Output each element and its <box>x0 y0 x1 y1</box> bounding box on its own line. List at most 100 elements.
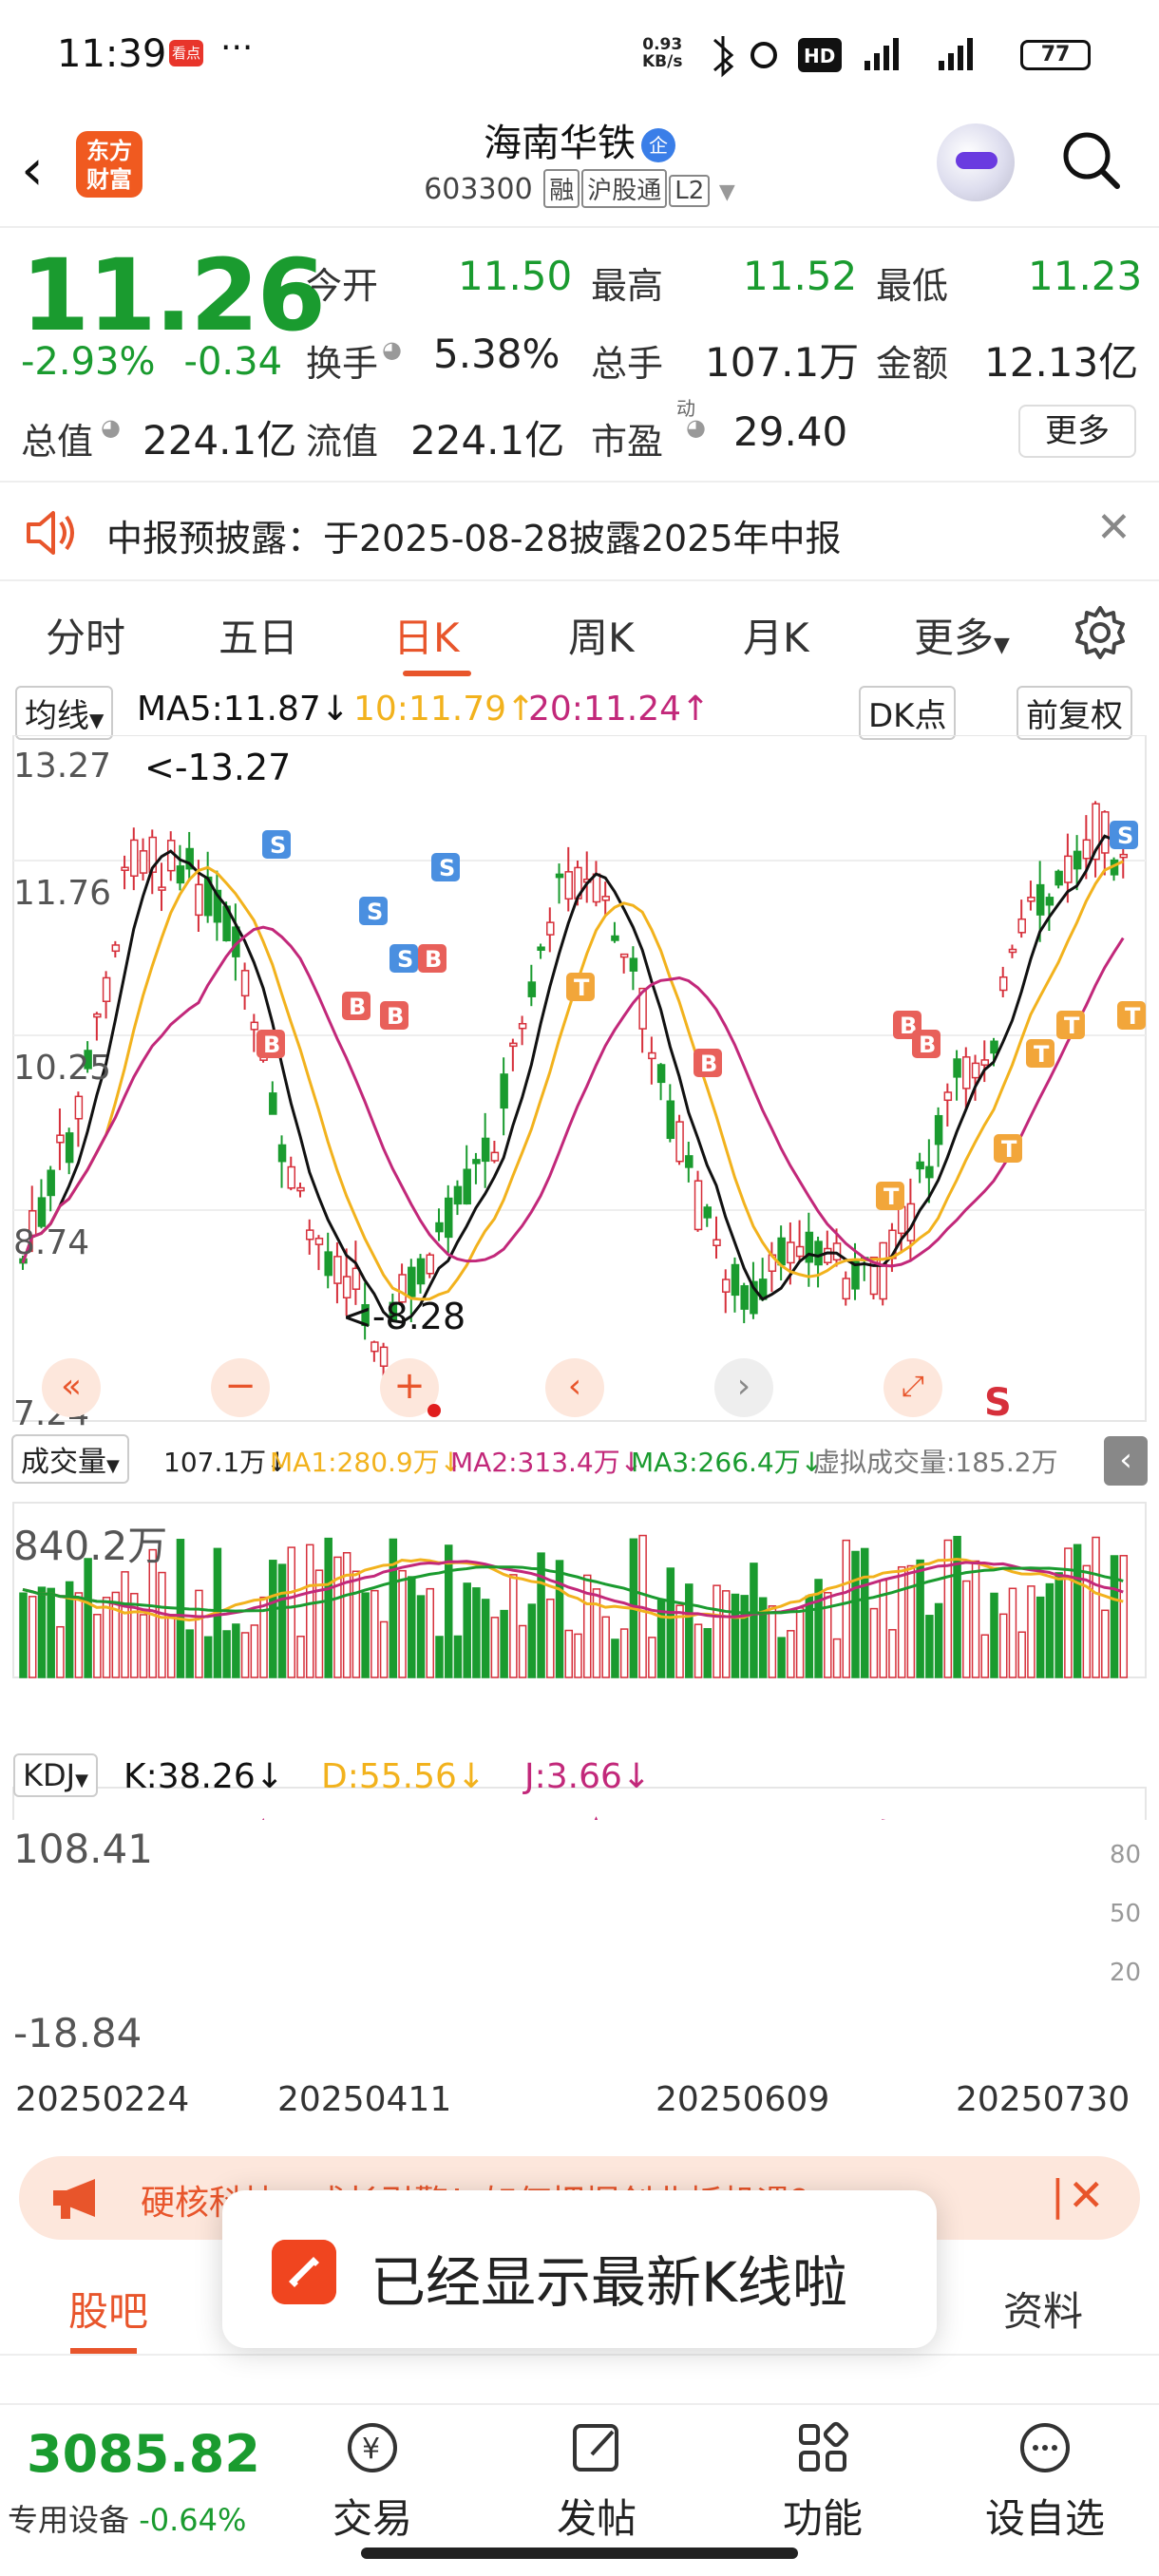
volume-bar <box>740 1595 749 1678</box>
zoom-in-icon[interactable]: + <box>380 1358 439 1417</box>
zoom-out-icon[interactable]: − <box>211 1358 270 1417</box>
candle-body <box>324 1251 332 1277</box>
back-icon[interactable]: ‹ <box>21 137 44 203</box>
dk-point-button[interactable]: DK点 <box>859 686 957 740</box>
tab-daily-k[interactable]: 日K <box>393 615 460 661</box>
candle-body <box>361 1304 370 1327</box>
search-icon[interactable] <box>1058 127 1123 192</box>
candle-body <box>962 1056 971 1089</box>
scroll-right-icon[interactable]: › <box>714 1358 773 1417</box>
more-button[interactable]: 更多 <box>1018 405 1136 458</box>
volume-selector[interactable]: 成交量▼ <box>11 1434 129 1484</box>
candle-body <box>656 1064 666 1084</box>
volume-bar <box>851 1550 860 1678</box>
candle-body <box>102 976 111 1002</box>
volume-bar <box>1027 1585 1036 1678</box>
candle-body <box>121 866 129 871</box>
home-indicator[interactable] <box>361 2548 798 2559</box>
nav-trade[interactable]: ¥ 交易 <box>296 2418 448 2545</box>
volume-bar <box>685 1583 694 1678</box>
candle-body <box>74 1095 84 1120</box>
y-label-4: 8.74 <box>13 1223 90 1262</box>
candle-body <box>287 1165 296 1189</box>
volume-bar <box>1119 1555 1129 1678</box>
volume-bar <box>352 1570 361 1678</box>
adjust-button[interactable]: 前复权 <box>1016 686 1132 740</box>
nav-post[interactable]: 发帖 <box>521 2418 673 2545</box>
tab-intraday[interactable]: 分时 <box>46 615 126 661</box>
kdj-y-top: 108.41 <box>13 1826 153 1872</box>
info-icon[interactable]: ◕ <box>382 336 402 363</box>
take-profit-marker <box>1117 1001 1146 1030</box>
nav-functions[interactable]: 功能 <box>747 2418 899 2545</box>
kdj-level-20: 20 <box>1110 1959 1142 1987</box>
candle-body <box>619 953 629 958</box>
tab-forum[interactable]: 股吧 <box>68 2288 149 2335</box>
volume-bar <box>333 1556 342 1678</box>
candle-body <box>925 1165 934 1179</box>
volume-bar <box>102 1597 111 1678</box>
candle-body <box>611 935 619 941</box>
candle-body <box>500 1073 508 1109</box>
collapse-panel-icon[interactable]: ‹ <box>1104 1436 1148 1486</box>
candle-body <box>998 975 1008 992</box>
candle-body <box>721 1279 731 1293</box>
take-profit-label: T <box>574 975 590 1001</box>
tab-monthly-k[interactable]: 月K <box>743 615 809 661</box>
max-price-label: <-13.27 <box>144 747 292 788</box>
tag-l2: L2 <box>669 175 711 207</box>
buy-marker-label: B <box>425 946 442 973</box>
fullscreen-icon[interactable]: ⤢ <box>884 1358 942 1417</box>
candle-body <box>314 1238 324 1245</box>
sell-signal-label: S <box>1117 823 1133 849</box>
notice-bar[interactable]: 中报预披露：于2025-08-28披露2025年中报 ✕ <box>0 481 1159 581</box>
edit-icon <box>573 2424 618 2472</box>
close-icon[interactable]: ✕ <box>1068 2169 1105 2221</box>
info-icon[interactable]: ◕ <box>686 414 706 441</box>
sector-index-info[interactable]: 专用设备 -0.64% <box>8 2502 247 2538</box>
label-float-mv: 流值 <box>306 421 379 463</box>
gear-icon[interactable] <box>1072 604 1129 661</box>
scroll-left-fast-icon[interactable]: « <box>42 1358 101 1417</box>
candle-body <box>1045 897 1054 906</box>
info-icon[interactable]: ◕ <box>101 414 121 441</box>
sector-index-value[interactable]: 3085.82 <box>27 2424 260 2484</box>
kdj-selector[interactable]: KDJ▼ <box>13 1753 98 1797</box>
chart-area[interactable]: 均线▼ MA5:11.87↓ 10:11.79↑ 20:11.24↑ DK点 前… <box>0 680 1159 2143</box>
volume-bar <box>555 1560 564 1678</box>
volume-bar <box>139 1614 148 1678</box>
value-volume: 107.1万 <box>705 339 860 386</box>
volume-bar <box>56 1625 65 1678</box>
close-icon[interactable]: ✕ <box>1096 503 1131 552</box>
assistant-robot-icon[interactable] <box>937 123 1015 201</box>
candle-body <box>564 871 574 900</box>
buy-marker <box>342 992 370 1020</box>
tab-more[interactable]: 更多▼ <box>914 615 1010 661</box>
tab-five-day[interactable]: 五日 <box>218 615 299 661</box>
take-profit-label: T <box>884 1184 900 1210</box>
pe-dynamic-mark: 动 <box>676 397 695 420</box>
y-label-1: 13.27 <box>13 747 112 786</box>
candle-body <box>750 1280 758 1315</box>
volume-bar <box>1110 1555 1119 1678</box>
candle-body <box>601 896 610 901</box>
volume-bar <box>324 1537 332 1678</box>
volume-bar <box>408 1576 416 1678</box>
candle-body <box>296 1186 305 1192</box>
volume-bar <box>500 1609 508 1678</box>
status-time: 11:39 <box>57 32 167 76</box>
ma-selector[interactable]: 均线▼ <box>15 686 114 740</box>
stock-subtitle[interactable]: 603300 融沪股通 L2 ▼ <box>0 169 1159 208</box>
volume-ma3: MA3:266.4万↓ <box>631 1447 824 1478</box>
chevron-down-icon[interactable]: ▼ <box>718 180 735 204</box>
scroll-left-icon[interactable]: ‹ <box>545 1358 604 1417</box>
tab-profile[interactable]: 资料 <box>1003 2288 1084 2335</box>
app-logo[interactable]: 东方财富 <box>76 131 142 198</box>
nav-add-watchlist[interactable]: 设自选 <box>969 2418 1121 2545</box>
volume-bar <box>721 1590 731 1678</box>
volume-bar <box>453 1635 463 1678</box>
volume-bar <box>203 1636 213 1678</box>
candle-body <box>444 1197 453 1239</box>
tab-weekly-k[interactable]: 周K <box>568 615 635 661</box>
